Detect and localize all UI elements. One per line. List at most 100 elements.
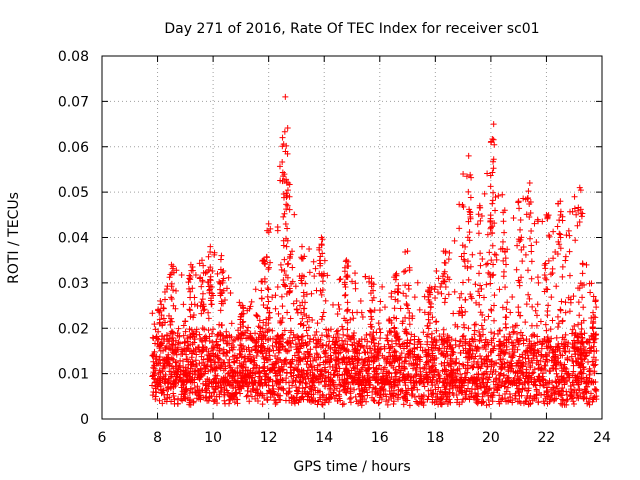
data-point (404, 397, 411, 404)
data-point (548, 294, 555, 301)
data-point (441, 368, 448, 375)
data-point (448, 345, 455, 352)
data-point (578, 213, 585, 220)
data-point (549, 379, 556, 386)
data-point (220, 391, 227, 398)
data-point (407, 379, 414, 386)
data-point (562, 331, 569, 338)
data-point (403, 357, 410, 364)
data-point (279, 332, 286, 339)
data-point (274, 284, 281, 291)
data-point (492, 368, 499, 375)
data-point (199, 278, 206, 285)
data-point (515, 304, 522, 311)
data-point (279, 158, 286, 165)
data-point (541, 272, 548, 279)
data-point (320, 392, 327, 399)
data-point (499, 238, 506, 245)
data-point (208, 392, 215, 399)
data-point (481, 360, 488, 367)
data-point (158, 387, 165, 394)
data-point (284, 309, 291, 316)
data-point (342, 347, 349, 354)
data-point (272, 372, 279, 379)
data-point (300, 255, 307, 262)
data-point (266, 352, 273, 359)
data-point (370, 336, 377, 343)
data-point (417, 344, 424, 351)
data-point (337, 382, 344, 389)
data-point (554, 324, 561, 331)
data-point (323, 341, 330, 348)
data-point (287, 359, 294, 366)
data-point (510, 214, 517, 221)
data-point (531, 332, 538, 339)
data-point (545, 338, 552, 345)
data-point (570, 357, 577, 364)
data-point (529, 359, 536, 366)
data-point (433, 337, 440, 344)
data-point (299, 356, 306, 363)
data-point (177, 374, 184, 381)
data-point (207, 243, 214, 250)
data-point (219, 269, 226, 276)
data-point (367, 331, 374, 338)
data-point (392, 332, 399, 339)
data-point (318, 291, 325, 298)
data-point (514, 370, 521, 377)
data-point (591, 348, 598, 355)
data-point (406, 321, 413, 328)
data-point (500, 257, 507, 264)
data-point (248, 393, 255, 400)
data-point (289, 382, 296, 389)
data-point (202, 333, 209, 340)
data-point (188, 354, 195, 361)
data-point (224, 370, 231, 377)
data-point (452, 321, 459, 328)
data-point (333, 338, 340, 345)
data-point (150, 369, 157, 376)
y-tick-labels: 0 0.01 0.02 0.03 0.04 0.05 0.06 0.07 0.08 (58, 49, 89, 428)
data-point (588, 379, 595, 386)
data-point (269, 294, 276, 301)
data-point (425, 378, 432, 385)
data-point (260, 353, 267, 360)
data-point (237, 390, 244, 397)
data-point (186, 306, 193, 313)
data-point (467, 347, 474, 354)
data-point (545, 337, 552, 344)
data-point (180, 322, 187, 329)
data-point (236, 369, 243, 376)
data-point (482, 336, 489, 343)
data-point (304, 367, 311, 374)
data-point (314, 351, 321, 358)
data-point (576, 218, 583, 225)
x-tick-label: 24 (593, 430, 611, 446)
data-point (590, 330, 597, 337)
data-point (299, 390, 306, 397)
data-point (207, 276, 214, 283)
data-point (178, 271, 185, 278)
data-point (429, 396, 436, 403)
data-point (495, 372, 502, 379)
data-point (211, 353, 218, 360)
data-point (557, 234, 564, 241)
data-point (550, 255, 557, 262)
data-point (404, 302, 411, 309)
data-point (567, 388, 574, 395)
data-point (476, 301, 483, 308)
data-point (157, 360, 164, 367)
data-point (262, 370, 269, 377)
data-point (168, 294, 175, 301)
data-point (215, 378, 222, 385)
data-point (173, 363, 180, 370)
data-point (355, 356, 362, 363)
data-point (461, 376, 468, 383)
data-point (557, 198, 564, 205)
data-point (285, 260, 292, 267)
data-point (560, 365, 567, 372)
data-point (491, 141, 498, 148)
data-point (579, 339, 586, 346)
data-point (156, 343, 163, 350)
data-point (175, 379, 182, 386)
